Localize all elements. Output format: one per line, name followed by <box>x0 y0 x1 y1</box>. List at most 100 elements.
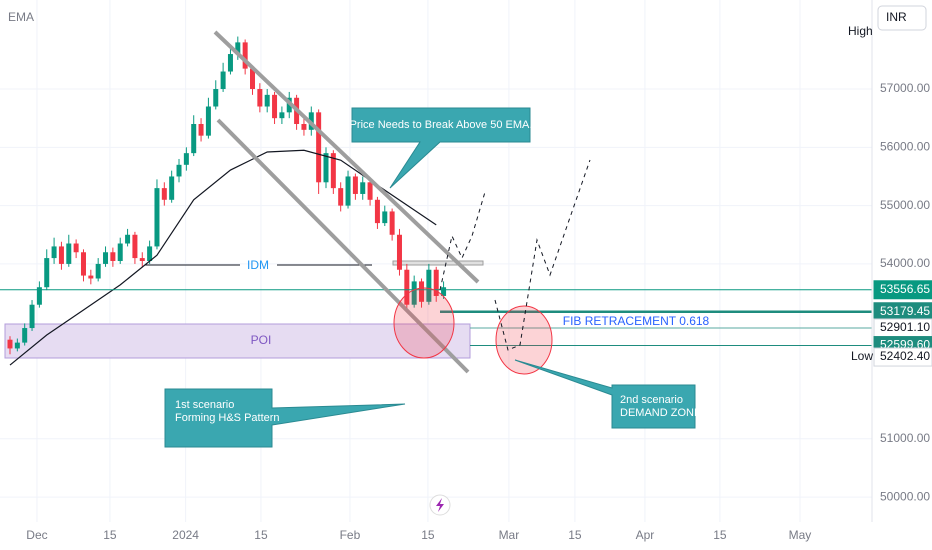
callout <box>351 107 531 189</box>
price-tag-name: Low <box>851 349 873 363</box>
candle-body <box>330 153 336 189</box>
currency-button[interactable] <box>877 5 927 31</box>
candle-body <box>191 123 197 154</box>
callout-text: 1st scenario <box>175 399 234 411</box>
candle-body <box>198 123 204 136</box>
price-tag-label: 53179.45 <box>880 304 930 318</box>
x-tick-label: Dec <box>26 528 47 542</box>
candle-body <box>73 243 79 253</box>
candle-body <box>88 275 94 279</box>
indicator-label: EMA <box>8 10 34 24</box>
candle-body <box>242 42 248 69</box>
candle-body <box>227 54 233 72</box>
candle-body <box>367 182 373 200</box>
candle-body <box>411 281 417 305</box>
candle-body <box>250 68 256 90</box>
candle-body <box>103 252 109 264</box>
candle-body <box>36 287 42 305</box>
candle-body <box>389 211 395 235</box>
candle-body <box>169 176 175 200</box>
candle-body <box>29 304 35 329</box>
candle-body <box>426 269 432 302</box>
candle-body <box>139 258 145 261</box>
x-tick-label: 15 <box>421 528 435 542</box>
candle-body <box>66 243 72 264</box>
x-tick-label: 15 <box>254 528 268 542</box>
candle-body <box>44 258 50 288</box>
candle-body <box>58 246 64 264</box>
callout-text: 2nd scenario <box>620 394 683 406</box>
candle-body <box>257 89 263 107</box>
x-tick-label: 15 <box>568 528 582 542</box>
candle-body <box>51 246 57 259</box>
candle-body <box>14 342 20 349</box>
x-tick-label: 15 <box>103 528 117 542</box>
callout-text: Forming H&S Pattern <box>175 412 280 424</box>
x-tick-label: Apr <box>636 528 655 542</box>
candle-body <box>183 153 189 165</box>
callout-text: Price Needs to Break Above 50 EMA. <box>350 119 533 131</box>
price-tag <box>873 280 932 300</box>
candle-body <box>279 112 285 119</box>
candle-body <box>147 246 153 261</box>
candle-body <box>441 287 447 296</box>
callout-text: DEMAND ZONE <box>620 407 701 419</box>
channel-line <box>213 30 480 284</box>
y-tick-label: 50000.00 <box>880 489 930 503</box>
candle-body <box>264 94 270 107</box>
candle-body <box>161 188 167 200</box>
zone-circle <box>393 287 455 359</box>
candle-body <box>95 263 101 279</box>
candle-body <box>235 42 241 55</box>
projection <box>494 159 591 351</box>
candle-body <box>154 188 160 247</box>
candle-body <box>272 94 278 119</box>
price-tag-label: 53556.65 <box>880 282 930 296</box>
channel-line <box>216 118 470 374</box>
poi-zone <box>4 323 471 359</box>
callout <box>514 359 696 429</box>
x-tick-label: 2024 <box>172 528 199 542</box>
candle-body <box>125 234 131 244</box>
y-tick-label: 51000.00 <box>880 431 930 445</box>
range-box <box>392 260 484 266</box>
candle-body <box>7 339 13 349</box>
x-tick-label: Feb <box>340 528 361 542</box>
candle-body <box>396 234 402 270</box>
candle-body <box>316 112 322 183</box>
candle-body <box>117 243 123 261</box>
candle-body <box>110 252 116 261</box>
candle-body <box>419 281 425 302</box>
candle-body <box>22 328 28 343</box>
zone-circle <box>495 305 553 375</box>
candle-body <box>301 123 307 130</box>
price-axis: 50000.00 51000.00 54000.00 55000.00 56000.00… <box>851 81 932 503</box>
idm-label: IDM <box>247 258 269 272</box>
candle-body <box>374 199 380 224</box>
candle-body <box>338 188 344 206</box>
price-tag-label: 52901.10 <box>880 320 930 334</box>
y-tick-label: 56000.00 <box>880 139 930 153</box>
high-label: High <box>848 24 873 38</box>
candle-body <box>323 153 329 183</box>
candle-body <box>176 164 182 177</box>
fib-label: FIB RETRACEMENT 0.618 <box>563 314 710 328</box>
y-tick-label: 54000.00 <box>880 256 930 270</box>
x-tick-label: 15 <box>713 528 727 542</box>
candle-body <box>360 182 366 194</box>
poi-label: POI <box>251 333 272 347</box>
candle-body <box>345 176 351 206</box>
candle-body <box>213 89 219 107</box>
x-tick-label: May <box>789 528 812 542</box>
price-tag-label: 52402.40 <box>880 349 930 363</box>
candle-body <box>132 234 138 259</box>
candle-body <box>382 211 388 224</box>
candle-body <box>80 252 86 276</box>
candle-body <box>352 176 358 194</box>
candle-body <box>220 71 226 90</box>
callout <box>164 388 406 448</box>
candle-body <box>404 269 410 305</box>
y-tick-label: 57000.00 <box>880 81 930 95</box>
currency-label[interactable]: INR <box>886 10 907 24</box>
